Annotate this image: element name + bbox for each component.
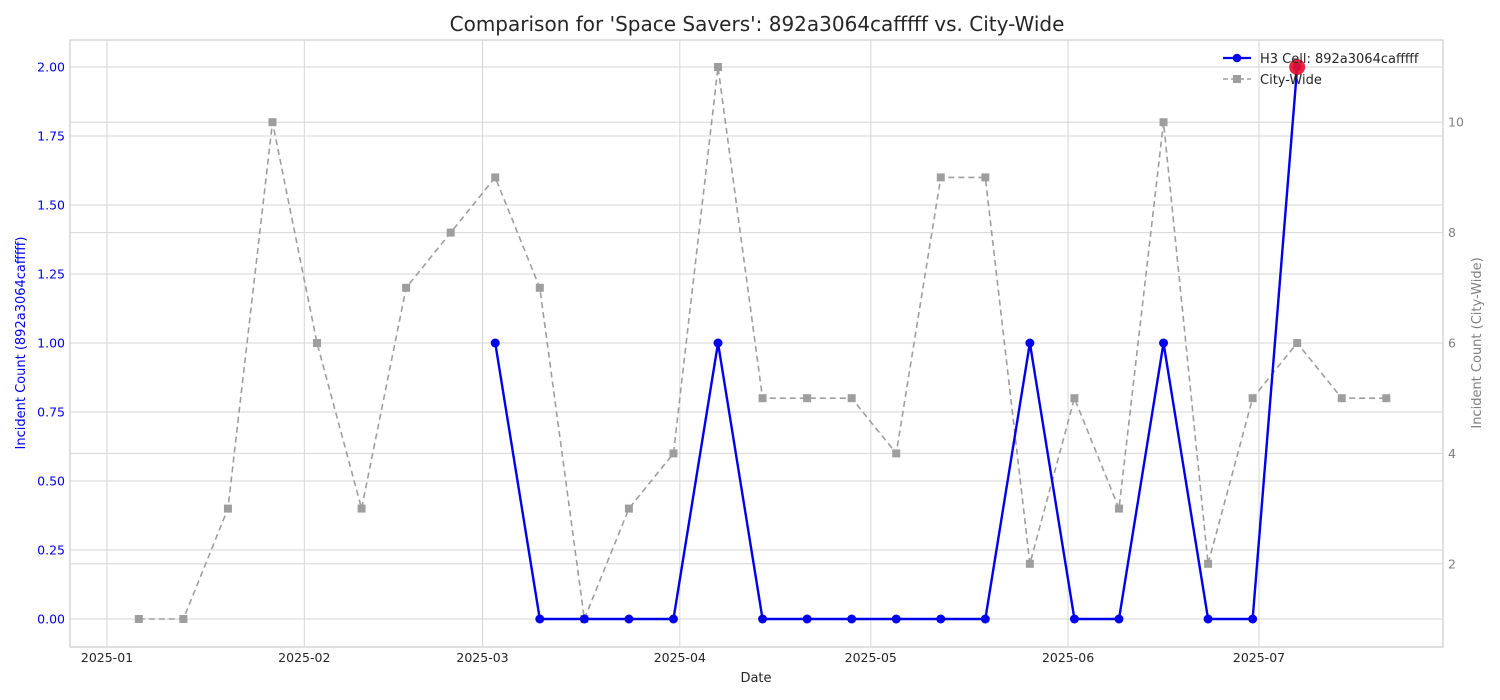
- city-wide-point: [669, 449, 678, 458]
- y-right-tick-label: 10: [1448, 115, 1464, 130]
- y-left-tick-label: 0.50: [37, 474, 65, 489]
- cell-point: [1025, 338, 1035, 348]
- legend-cell-marker: [1232, 53, 1242, 63]
- legend: H3 Cell: 892a3064cafffff City-Wide: [1223, 52, 1419, 88]
- city-wide-point: [892, 449, 901, 458]
- cell-point: [579, 614, 589, 624]
- city-wide-point: [1114, 504, 1123, 513]
- city-wide-point: [981, 173, 990, 182]
- city-wide-point: [1293, 339, 1302, 347]
- y-right-tick-label: 8: [1448, 225, 1456, 240]
- y-left-tick-label: 0.00: [37, 612, 65, 627]
- legend-city-marker: [1233, 75, 1241, 83]
- x-tick-label: 2025-05: [845, 650, 897, 665]
- cell-point: [980, 614, 990, 624]
- cell-point: [624, 614, 634, 624]
- cell-point: [490, 338, 500, 348]
- cell-point: [1159, 338, 1169, 348]
- x-tick-label: 2025-03: [456, 650, 508, 665]
- cell-point: [1203, 614, 1213, 624]
- x-axis-label: Date: [740, 671, 771, 686]
- city-wide-point: [357, 504, 366, 513]
- cell-point: [758, 614, 768, 624]
- city-wide-point: [1204, 559, 1213, 568]
- left-y-axis-label: Incident Count (892a3064cafffff): [14, 237, 29, 450]
- cell-series: [490, 59, 1306, 624]
- cell-point: [713, 338, 723, 348]
- city-wide-point: [313, 339, 322, 347]
- cell-point: [802, 614, 812, 624]
- city-wide-point: [1159, 118, 1168, 127]
- cell-point: [535, 614, 545, 624]
- x-tick-label: 2025-02: [278, 650, 330, 665]
- y-right-tick-label: 6: [1448, 336, 1456, 351]
- ticks: 2025-01 2025-02 2025-03 2025-04 2025-05 2025-…: [37, 60, 1464, 666]
- city-wide-point: [223, 504, 232, 513]
- y-right-tick-label: 2: [1448, 556, 1456, 571]
- city-wide-point: [847, 394, 856, 403]
- city-wide-point: [179, 615, 188, 623]
- city-wide-point: [1337, 394, 1346, 403]
- city-wide-point: [1025, 559, 1034, 568]
- cell-point: [1114, 614, 1124, 624]
- y-left-tick-label: 0.75: [37, 405, 65, 420]
- x-tick-label: 2025-06: [1042, 650, 1094, 665]
- x-tick-label: 2025-07: [1233, 650, 1285, 665]
- city-wide-point: [1248, 394, 1257, 403]
- city-wide-point: [1382, 394, 1391, 403]
- cell-point: [1248, 614, 1258, 624]
- city-wide-point: [446, 228, 455, 237]
- city-wide-point: [758, 394, 767, 403]
- city-wide-point: [402, 283, 411, 292]
- right-y-axis-label: Incident Count (City-Wide): [1470, 257, 1485, 428]
- city-wide-point: [268, 118, 277, 127]
- cell-point: [847, 614, 857, 624]
- highlight-point: [1289, 59, 1306, 75]
- city-wide-series: [134, 63, 1391, 623]
- y-left-tick-label: 1.25: [37, 267, 65, 282]
- y-left-tick-label: 1.50: [37, 198, 65, 213]
- y-left-tick-label: 1.00: [37, 336, 65, 351]
- city-wide-point: [714, 63, 723, 71]
- city-wide-point: [803, 394, 812, 403]
- city-wide-point: [535, 283, 544, 292]
- cell-point: [668, 614, 678, 624]
- city-wide-point: [1070, 394, 1079, 403]
- legend-cell-label: H3 Cell: 892a3064cafffff: [1260, 52, 1419, 67]
- cell-point: [1069, 614, 1079, 624]
- legend-city-label: City-Wide: [1260, 73, 1322, 88]
- x-tick-label: 2025-01: [81, 650, 133, 665]
- chart-title: Comparison for 'Space Savers': 892a3064c…: [450, 12, 1065, 36]
- y-left-tick-label: 1.75: [37, 129, 65, 144]
- y-left-tick-label: 2.00: [37, 60, 65, 75]
- city-wide-point: [491, 173, 500, 182]
- cell-point: [891, 614, 901, 624]
- y-left-tick-label: 0.25: [37, 543, 65, 558]
- x-tick-label: 2025-04: [654, 650, 706, 665]
- y-right-tick-label: 4: [1448, 446, 1456, 461]
- city-wide-point: [936, 173, 945, 182]
- cell-point: [936, 614, 946, 624]
- city-wide-point: [624, 504, 633, 513]
- city-wide-point: [134, 615, 143, 623]
